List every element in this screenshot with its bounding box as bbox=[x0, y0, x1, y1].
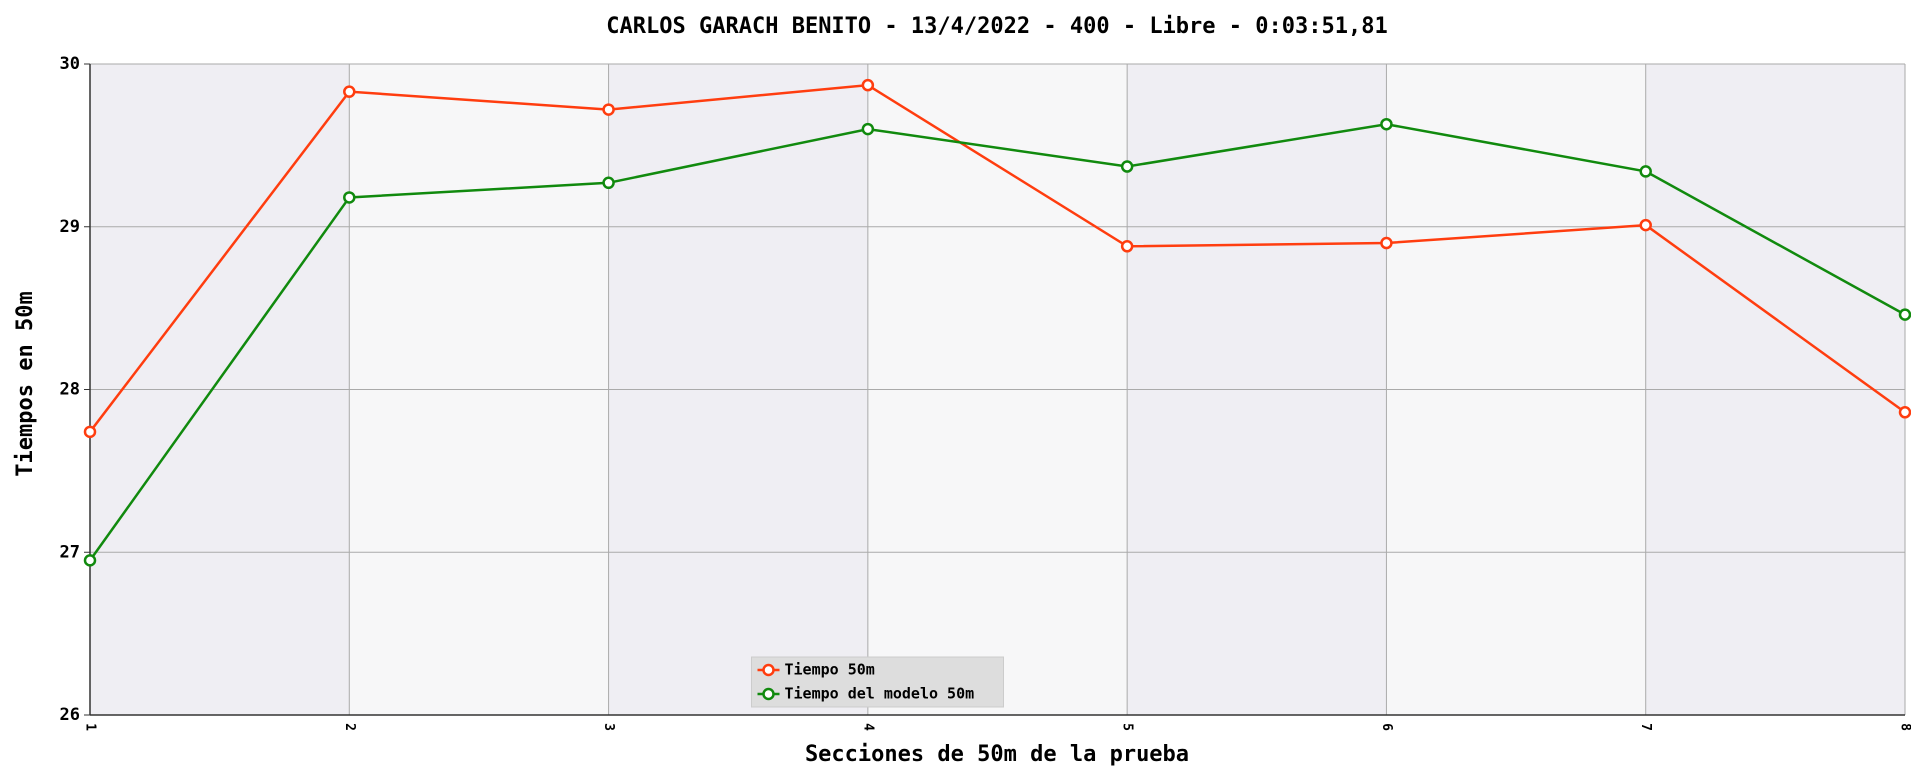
x-axis-title: Secciones de 50m de la prueba bbox=[805, 742, 1189, 767]
data-point bbox=[83, 425, 97, 439]
data-point bbox=[1898, 308, 1911, 321]
data-point bbox=[1120, 160, 1134, 173]
x-tick-label: 5 bbox=[1120, 723, 1135, 731]
legend-box bbox=[751, 656, 1004, 708]
data-point bbox=[1639, 218, 1652, 232]
data-point bbox=[343, 191, 356, 204]
data-point bbox=[602, 103, 615, 116]
y-tick-label: 29 bbox=[60, 217, 80, 237]
chart-title: CARLOS GARACH BENITO - 13/4/2022 - 400 -… bbox=[606, 14, 1387, 39]
data-point bbox=[343, 85, 356, 98]
data-point bbox=[1898, 406, 1911, 419]
x-tick-label: 6 bbox=[1379, 723, 1394, 731]
data-point bbox=[861, 78, 875, 92]
legend-marker bbox=[762, 687, 775, 701]
data-point bbox=[602, 176, 615, 190]
x-tick-label: 8 bbox=[1898, 723, 1911, 731]
series-line bbox=[88, 122, 1906, 562]
y-axis-title: Tiempos en 50m bbox=[13, 291, 38, 476]
y-tick-label: 26 bbox=[60, 705, 80, 725]
x-tick-label: 2 bbox=[342, 723, 357, 731]
y-tick-label: 30 bbox=[60, 54, 80, 74]
x-tick-label: 7 bbox=[1638, 723, 1653, 731]
x-tick-label: 3 bbox=[601, 723, 616, 731]
legend: Tiempo 50m Tiempo del modelo 50m bbox=[751, 656, 1004, 708]
x-tick-label: 1 bbox=[83, 723, 98, 731]
data-point bbox=[861, 122, 875, 136]
data-point bbox=[1380, 236, 1393, 250]
data-point bbox=[1120, 240, 1134, 253]
y-tick-label: 27 bbox=[60, 542, 80, 562]
legend-marker bbox=[762, 663, 775, 677]
data-point bbox=[83, 554, 97, 567]
y-tick-label: 28 bbox=[60, 380, 80, 400]
x-tick-label: 4 bbox=[860, 723, 875, 731]
legend-label: Tiempo del modelo 50m bbox=[785, 685, 975, 703]
series-line bbox=[89, 83, 1906, 433]
legend-label: Tiempo 50m bbox=[785, 661, 875, 679]
data-point bbox=[1639, 165, 1652, 178]
data-point bbox=[1380, 117, 1393, 131]
